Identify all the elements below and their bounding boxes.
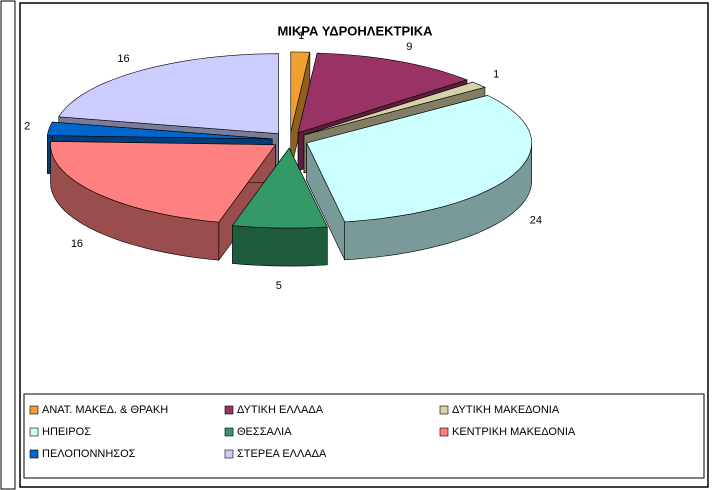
legend-swatch [29, 405, 39, 415]
slice-side [232, 225, 328, 267]
slice [297, 52, 468, 134]
legend-swatch [29, 449, 39, 459]
slice [50, 141, 277, 223]
data-label: 2 [24, 121, 30, 133]
slice [58, 53, 280, 135]
slice [50, 141, 277, 262]
legend-box [23, 393, 705, 479]
legend-swatch [439, 405, 449, 415]
legend-label: ΑΝΑΤ. ΜΑΚΕΔ. & ΘΡΑΚΗ [42, 404, 168, 416]
legend-label: ΔΥΤΙΚΗ ΜΑΚΕΔΟΝΙΑ [452, 404, 560, 416]
data-label: 24 [530, 215, 542, 227]
slice [231, 147, 328, 229]
slice [231, 147, 328, 267]
legend-label: ΚΕΝΤΡΙΚΗ ΜΑΚΕΔΟΝΙΑ [452, 426, 576, 438]
legend-swatch [439, 427, 449, 437]
legend-swatch [224, 427, 234, 437]
data-label: 1 [493, 69, 499, 81]
legend-label: ΔΥΤΙΚΗ ΕΛΛΑΔΑ [237, 404, 324, 416]
legend-swatch [224, 449, 234, 459]
legend-label: ΘΕΣΣΑΛΙΑ [237, 426, 292, 438]
legend-label: ΗΠΕΙΡΟΣ [42, 426, 91, 438]
data-label: 16 [117, 53, 129, 65]
data-label: 16 [71, 238, 83, 250]
legend-swatch [224, 405, 234, 415]
legend-swatch [29, 427, 39, 437]
slice [290, 51, 311, 132]
slice [306, 95, 533, 223]
legend-label: ΠΕΛΟΠΟΝΝΗΣΟΣ [42, 448, 136, 460]
left-panel [0, 0, 16, 490]
slice [46, 121, 273, 140]
legend-label: ΣΤΕΡΕΑ ΕΛΛΑΔΑ [237, 448, 327, 460]
data-label: 5 [276, 280, 282, 292]
data-label: 9 [406, 41, 412, 53]
data-label: 1 [298, 30, 304, 42]
slice [306, 95, 533, 261]
chart-title: ΜΙΚΡΑ ΥΔΡΟΗΛΕΚΤΡΙΚΑ [277, 23, 433, 38]
slice [303, 81, 486, 136]
